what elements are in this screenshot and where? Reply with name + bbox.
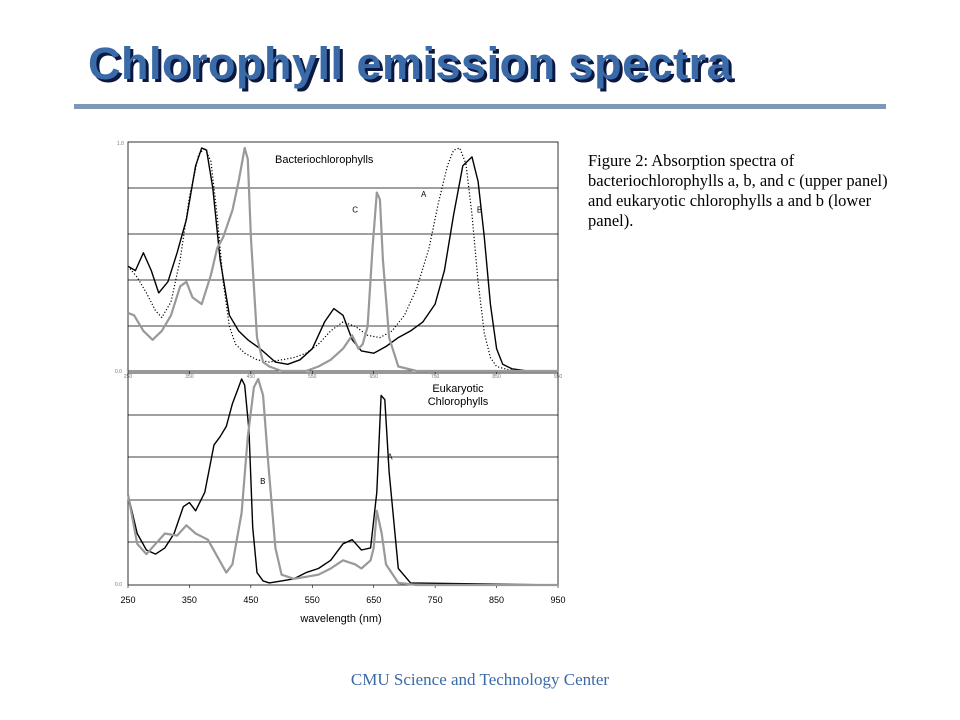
x-tick-label-minor-2: 450 — [247, 374, 256, 380]
series-layer — [126, 146, 559, 587]
series-line-p1-a — [127, 378, 559, 586]
lower-panel-title-line1: Eukaryotic — [432, 383, 484, 395]
x-tick-label-6: 850 — [489, 595, 504, 605]
x-tick-label-1: 350 — [182, 595, 197, 605]
spectra-chart: Bacteriochlorophylls Eukaryotic Chloroph… — [115, 141, 566, 625]
grid-layer — [127, 187, 559, 588]
x-tick-label-minor-1: 350 — [185, 374, 194, 380]
series-line-p0-b — [127, 147, 558, 372]
x-tick-label-5: 750 — [428, 595, 443, 605]
upper-y-tick-bottom: 0.0 — [115, 369, 122, 375]
x-tick-label-minor-3: 550 — [308, 374, 317, 380]
x-tick-label-minor-7: 950 — [554, 374, 563, 380]
figure-caption: Figure 2: Absorption spectra of bacterio… — [588, 151, 888, 230]
series-annotation-p0-c: C — [352, 206, 358, 215]
x-tick-label-minor-0: 250 — [124, 374, 133, 380]
upper-panel-title: Bacteriochlorophylls — [275, 154, 374, 166]
upper-y-tick-top: 1.0 — [117, 141, 124, 147]
x-tick-label-2: 450 — [243, 595, 258, 605]
series-annotation-p0-a: A — [421, 190, 427, 199]
x-tick-label-minor-5: 750 — [431, 374, 440, 380]
label-layer: Bacteriochlorophylls Eukaryotic Chloroph… — [115, 141, 566, 625]
x-tick-label-7: 950 — [550, 595, 565, 605]
slide-title: Chlorophyll emission spectra — [88, 38, 733, 89]
lower-y-tick-bottom: 0.0 — [115, 582, 122, 588]
x-tick-label-3: 550 — [305, 595, 320, 605]
lower-panel-frame — [127, 372, 559, 586]
series-annotation-p1-b: B — [260, 477, 265, 486]
lower-panel-title-line2: Chlorophylls — [428, 396, 489, 408]
x-tick-label-minor-4: 650 — [370, 374, 379, 380]
x-tick-label-minor-6: 850 — [492, 374, 501, 380]
footer-credit: CMU Science and Technology Center — [350, 670, 610, 689]
x-tick-label-4: 650 — [366, 595, 381, 605]
series-line-p1-b — [126, 377, 558, 587]
title-underline — [74, 104, 886, 109]
x-axis-title: wavelength (nm) — [299, 613, 381, 625]
series-annotation-p0-b: B — [477, 206, 482, 215]
x-tick-label-0: 250 — [120, 595, 135, 605]
series-annotation-p1-a: A — [387, 452, 393, 461]
upper-panel-frame — [127, 141, 559, 372]
series-line-p0-c — [127, 146, 558, 373]
